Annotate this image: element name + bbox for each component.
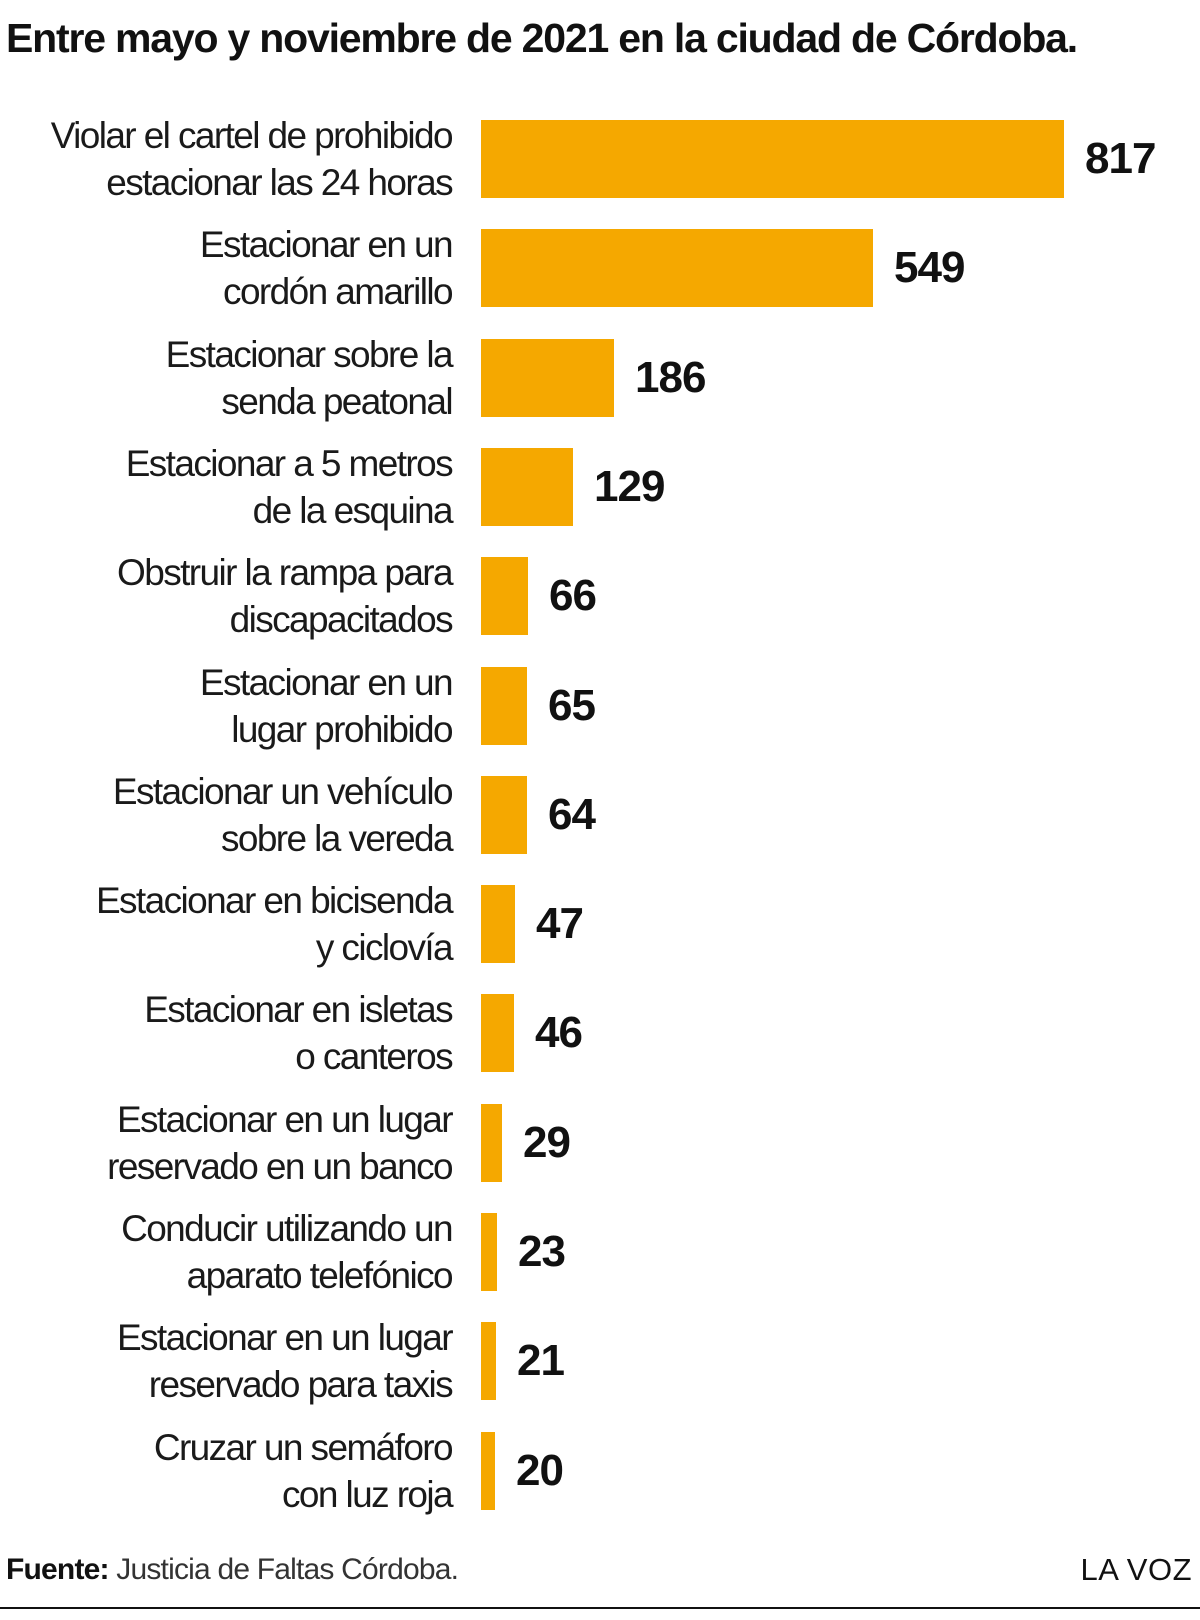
bar: [481, 994, 514, 1072]
bar-label: Estacionar en un cordón amarillo: [199, 224, 454, 312]
bar-label: Cruzar un semáforo con luz roja: [153, 1427, 454, 1515]
bar-value-label: 47: [536, 899, 584, 948]
bar-label: Estacionar a 5 metros de la esquina: [125, 443, 454, 531]
bar-value-label: 549: [894, 243, 965, 292]
bar-label: Estacionar en isletas o canteros: [144, 989, 453, 1077]
bar-value-label: 66: [549, 571, 597, 620]
bar-label: Violar el cartel de prohibido estacionar…: [50, 115, 454, 203]
bar: [481, 120, 1064, 198]
source-text: Justicia de Faltas Córdoba.: [108, 1553, 459, 1586]
bar: [481, 885, 515, 963]
bottom-divider: [0, 1607, 1200, 1609]
bar-label: Estacionar un vehículo sobre la vereda: [112, 771, 454, 859]
bar-value-label: 23: [518, 1227, 566, 1276]
bar-value-label: 29: [523, 1118, 571, 1167]
bar-value-label: 817: [1085, 134, 1156, 183]
bar-value-label: 64: [548, 790, 596, 839]
bar-value-label: 46: [535, 1008, 583, 1057]
bar-value-label: 20: [516, 1446, 564, 1495]
bar-label: Conducir utilizando un aparato telefónic…: [121, 1208, 454, 1296]
bar: [481, 339, 614, 417]
bar: [481, 1104, 502, 1182]
bar-label: Estacionar en un lugar reservado en un b…: [107, 1099, 454, 1187]
bar-value-label: 129: [594, 462, 665, 511]
bar: [481, 776, 527, 854]
bar: [481, 1322, 496, 1400]
bar-label: Estacionar en un lugar prohibido: [199, 662, 454, 750]
bar: [481, 667, 527, 745]
bar: [481, 229, 873, 307]
bar: [481, 448, 573, 526]
bar-chart: Violar el cartel de prohibido estacionar…: [50, 115, 1157, 1515]
bar: [481, 1213, 497, 1291]
bar-label: Estacionar en un lugar reservado para ta…: [116, 1317, 454, 1405]
bar: [481, 1432, 495, 1510]
bar-value-label: 21: [517, 1336, 565, 1385]
bar-label: Estacionar en bicisenda y ciclovía: [95, 880, 454, 968]
bar: [481, 557, 528, 635]
bar-label: Estacionar sobre la senda peatonal: [165, 334, 454, 422]
brand-logo-text: LA VOZ: [1080, 1552, 1192, 1587]
bar-value-label: 65: [548, 681, 596, 730]
source-note: Fuente: Justicia de Faltas Córdoba.: [6, 1548, 1194, 1592]
source-label: Fuente:: [6, 1553, 110, 1586]
bar-label: Obstruir la rampa para discapacitados: [117, 552, 454, 640]
bar-value-label: 186: [635, 353, 706, 402]
chart-title: Entre mayo y noviembre de 2021 en la ciu…: [6, 15, 1078, 61]
